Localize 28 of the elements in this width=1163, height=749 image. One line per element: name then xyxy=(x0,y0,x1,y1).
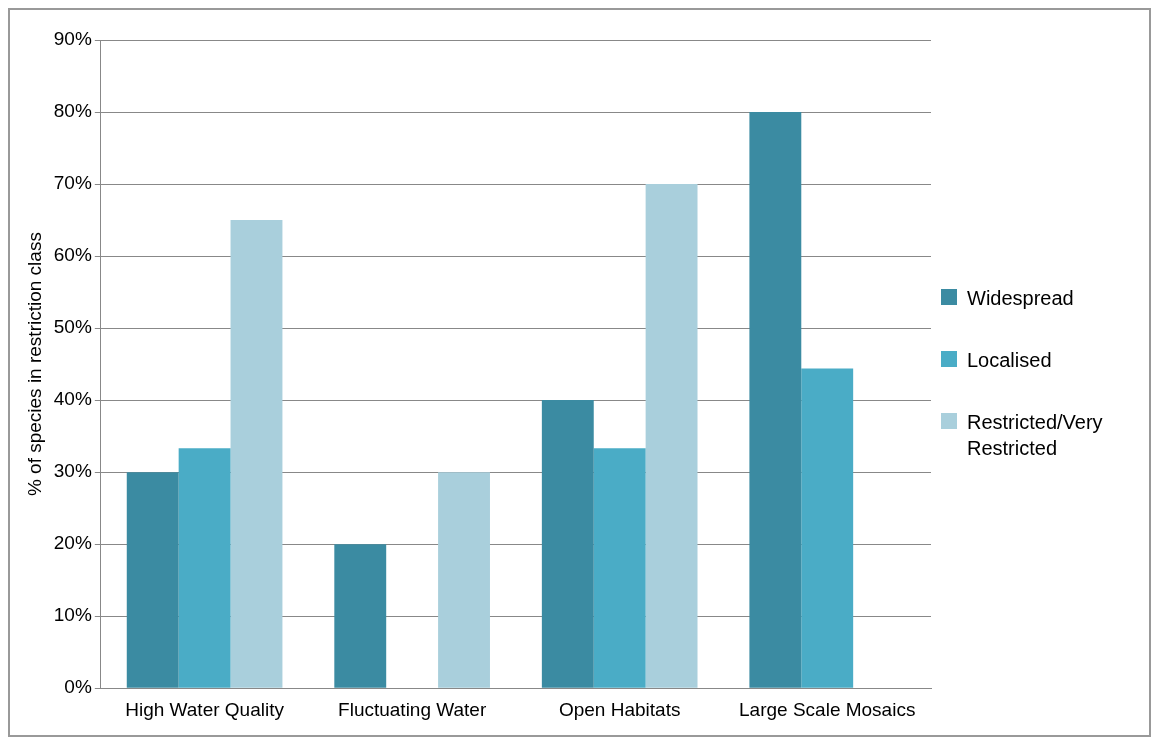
bar xyxy=(230,220,283,688)
bar xyxy=(749,112,802,688)
y-tick-label: 70% xyxy=(53,172,92,194)
bar xyxy=(334,544,387,688)
legend-label: Widespread xyxy=(967,285,1074,311)
x-tick-label: Open Habitats xyxy=(558,698,681,720)
bar xyxy=(438,472,490,688)
legend-label: Restricted/Very Restricted xyxy=(967,409,1104,461)
bar xyxy=(593,448,646,688)
y-tick-label: 80% xyxy=(53,100,92,122)
bar xyxy=(801,368,854,688)
x-tick-label: Large Scale Mosaics xyxy=(739,698,916,720)
y-tick-label: 40% xyxy=(53,388,92,410)
bar xyxy=(126,472,179,688)
bar xyxy=(541,400,594,688)
y-tick-label: 0% xyxy=(64,676,92,698)
y-axis-title: % of species in restriction class xyxy=(23,232,45,497)
legend-label: Localised xyxy=(967,347,1052,373)
bar xyxy=(178,448,231,688)
y-tick-label: 90% xyxy=(53,28,92,50)
y-tick-label: 50% xyxy=(53,316,92,338)
y-tick-label: 60% xyxy=(53,244,92,266)
y-tick-label: 20% xyxy=(53,532,92,554)
y-tick-label: 30% xyxy=(53,460,92,482)
bar xyxy=(645,184,698,688)
x-tick-label: Fluctuating Water xyxy=(338,698,487,720)
y-tick-label: 10% xyxy=(53,604,92,626)
x-tick-label: High Water Quality xyxy=(125,698,285,720)
